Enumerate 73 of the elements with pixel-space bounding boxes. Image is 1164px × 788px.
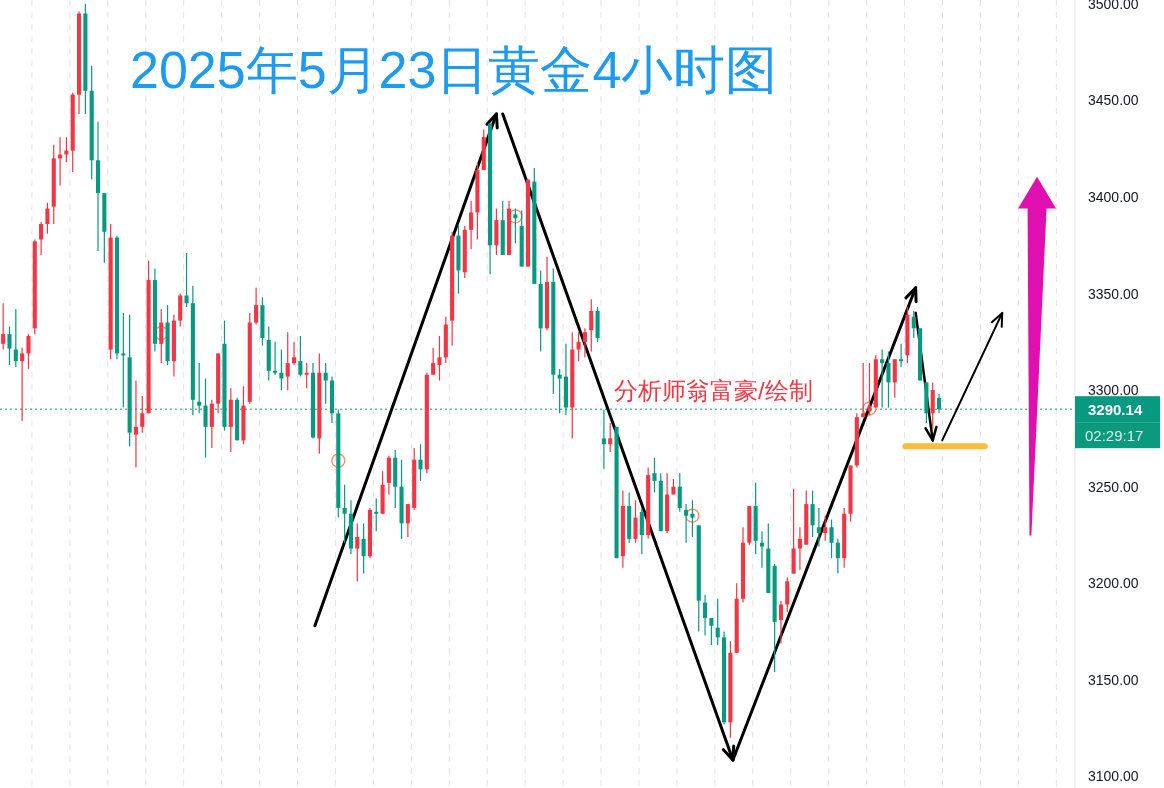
text: 02:29:17 [1085, 426, 1144, 444]
candlestick [633, 499, 638, 544]
candlestick [469, 200, 474, 250]
y-tick-label: 3150.00 [1088, 671, 1139, 688]
candlestick [690, 499, 695, 538]
candlestick [513, 207, 518, 244]
candlestick [639, 507, 644, 555]
ref-line-label: 3290.14 [1088, 400, 1143, 418]
candlestick [254, 287, 259, 326]
candlestick [899, 343, 904, 368]
candlestick [582, 327, 587, 358]
y-tick-label: 3100.00 [1088, 768, 1139, 785]
candlestick [677, 472, 682, 513]
candlestick [291, 341, 297, 366]
candlestick [64, 136, 69, 163]
candlestick [159, 308, 164, 364]
y-tick-label: 3200.00 [1088, 575, 1139, 592]
candlestick [418, 443, 423, 482]
candlestick [184, 252, 189, 308]
candlestick [304, 362, 309, 389]
candlestick [867, 362, 872, 416]
candlestick [374, 497, 379, 532]
candlestick [437, 335, 442, 382]
candlestick [121, 312, 126, 409]
candlestick [279, 348, 284, 391]
candlestick [810, 489, 815, 538]
candlestick [39, 221, 44, 256]
candlestick [355, 522, 360, 582]
candlestick [829, 518, 834, 559]
candlestick [703, 594, 708, 637]
candlestick [816, 507, 821, 548]
annotation: 分析师翁富豪/绘制 [614, 377, 813, 404]
candlestick [140, 395, 145, 434]
candlestick [861, 362, 866, 418]
candlestick [886, 350, 891, 409]
candlestick [930, 381, 935, 430]
candlestick [797, 526, 802, 571]
candlestick [778, 600, 784, 644]
y-tick-label: 3350.00 [1088, 285, 1139, 302]
candlestick [759, 530, 765, 569]
candlestick [285, 331, 290, 391]
candlestick [652, 457, 657, 494]
candlestick [911, 310, 916, 339]
candlestick [209, 399, 214, 449]
candlestick [823, 515, 828, 542]
candlestick [20, 347, 25, 422]
candlestick [7, 325, 12, 366]
candlestick [576, 331, 581, 362]
candlestick [835, 538, 840, 575]
candlestick [684, 503, 689, 544]
candlestick [133, 379, 139, 468]
y-tick-label: 3400.00 [1088, 189, 1139, 205]
candlestick [785, 576, 790, 613]
candlestick [405, 503, 410, 538]
candlestick [709, 617, 714, 646]
candlestick [273, 341, 278, 376]
y-tick-label: 3250.00 [1088, 478, 1139, 495]
candlestick [45, 202, 50, 235]
candlestick [589, 298, 594, 353]
candlestick [361, 522, 366, 575]
y-tick-label: 3450.00 [1088, 92, 1139, 109]
candlestick [715, 598, 720, 646]
y-tick-label: 3500.00 [1088, 0, 1139, 12]
candlestick [608, 422, 613, 453]
candlestick [1, 302, 6, 351]
candlestick [13, 308, 18, 368]
candlestick [298, 335, 303, 378]
text: 2025年5月23日黄金4小时图 [130, 41, 778, 99]
candlestick [892, 358, 897, 399]
y-tick-label: 3300.00 [1088, 382, 1139, 399]
candlestick [26, 333, 31, 370]
candlestick [431, 347, 436, 376]
candlestick [342, 484, 347, 544]
